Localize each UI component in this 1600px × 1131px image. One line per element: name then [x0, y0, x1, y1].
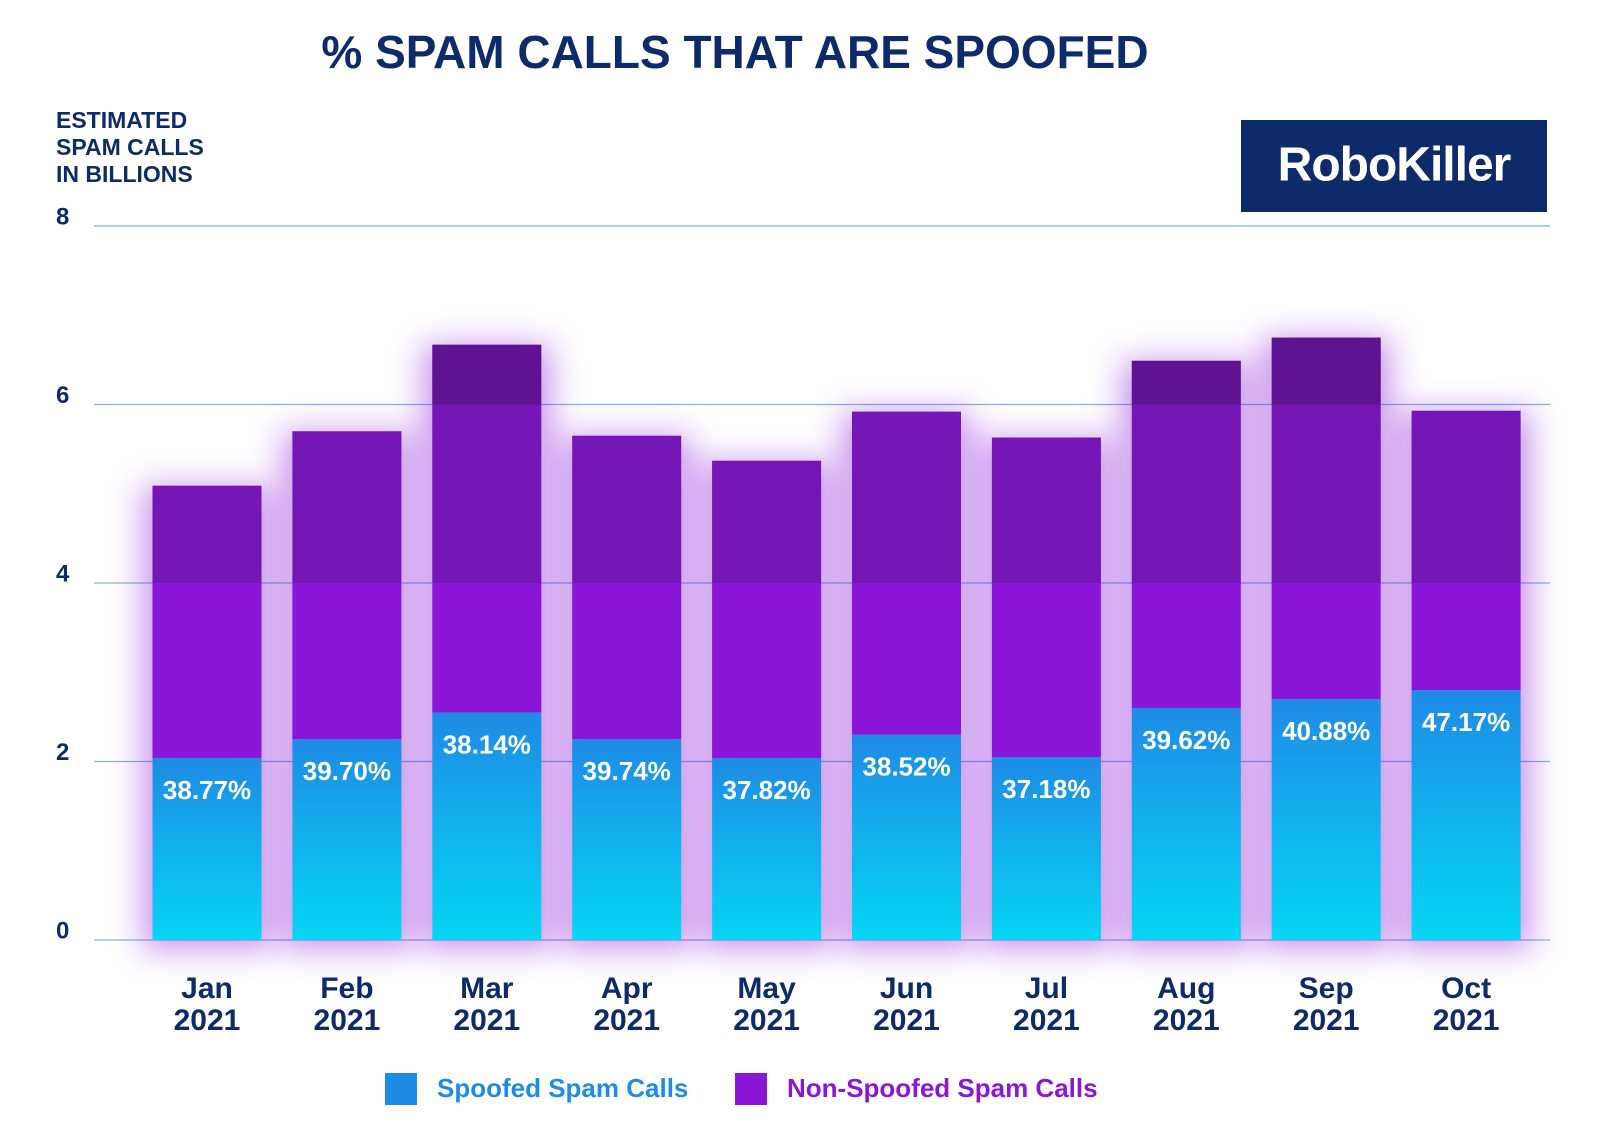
- y-tick-label: 6: [56, 382, 69, 409]
- x-tick-label: Jan 2021: [173, 972, 241, 1037]
- legend-swatch: [385, 1073, 417, 1105]
- bar-shade: [572, 435, 682, 583]
- value-label: 47.17%: [1422, 707, 1510, 737]
- y-tick-label: 4: [56, 560, 70, 587]
- value-label: 40.88%: [1282, 716, 1370, 746]
- y-axis-title: SPAM CALLS: [56, 134, 204, 160]
- x-tick-label: Oct 2021: [1432, 972, 1500, 1037]
- legend-swatch: [735, 1073, 767, 1105]
- bar-shade: [1131, 360, 1241, 405]
- bar-shade: [292, 431, 402, 583]
- bar-segment: [152, 757, 262, 940]
- value-label: 37.18%: [1002, 774, 1090, 804]
- chart-title: % SPAM CALLS THAT ARE SPOOFED: [321, 26, 1148, 78]
- x-tick-label: Aug 2021: [1152, 972, 1220, 1037]
- bar-shade: [712, 460, 822, 583]
- legend-label: Spoofed Spam Calls: [437, 1073, 688, 1103]
- y-tick-label: 0: [56, 917, 69, 944]
- value-label: 38.77%: [163, 775, 251, 805]
- bar-segment: [1411, 690, 1521, 940]
- value-label: 38.52%: [862, 752, 950, 782]
- value-label: 38.14%: [443, 729, 531, 759]
- bar-shade: [432, 344, 542, 583]
- x-tick-label: Sep 2021: [1292, 972, 1360, 1037]
- bar-shade: [1271, 337, 1381, 405]
- y-axis-title: IN BILLIONS: [56, 161, 193, 187]
- value-label: 39.74%: [583, 756, 671, 786]
- bar-segment: [1131, 360, 1241, 708]
- bar-segment: [1271, 337, 1381, 700]
- bar-shade: [991, 437, 1101, 583]
- y-axis-title: ESTIMATED: [56, 107, 187, 133]
- bar-segment: [1411, 410, 1521, 691]
- bar-segment: [991, 437, 1101, 758]
- bar-segment: [852, 411, 961, 735]
- bar-segment: [292, 739, 402, 940]
- bar-shade: [1271, 337, 1381, 583]
- bar-shade: [1411, 410, 1521, 583]
- x-tick-label: Feb 2021: [313, 972, 381, 1037]
- bar-segment: [991, 757, 1101, 940]
- value-label: 39.62%: [1142, 725, 1230, 755]
- logo: RoboKiller: [1278, 139, 1511, 192]
- x-tick-label: Jun 2021: [873, 972, 940, 1037]
- bar-segment: [1271, 699, 1381, 940]
- logo-box: [1241, 120, 1547, 212]
- bar-shade: [1131, 360, 1241, 583]
- bar-segment: [292, 431, 402, 740]
- bar-segment: [852, 734, 961, 940]
- x-tick-label: Jul 2021: [1013, 972, 1080, 1037]
- y-tick-label: 2: [56, 739, 69, 766]
- x-tick-label: May 2021: [733, 972, 800, 1037]
- bar-segment: [712, 460, 822, 758]
- bar-segment: [712, 757, 822, 940]
- bar-segment: [432, 344, 542, 713]
- y-tick-label: 8: [56, 203, 69, 230]
- x-tick-label: Apr 2021: [593, 972, 661, 1037]
- bar-segment: [1131, 707, 1241, 940]
- legend-label: Non-Spoofed Spam Calls: [787, 1073, 1098, 1103]
- x-tick-label: Mar 2021: [453, 972, 521, 1037]
- bar-segment: [152, 485, 262, 758]
- bar-shade: [432, 344, 542, 405]
- value-label: 39.70%: [303, 756, 391, 786]
- bar-segment: [432, 712, 542, 940]
- value-label: 37.82%: [723, 775, 811, 805]
- bar-segment: [572, 435, 682, 740]
- bar-shade: [152, 485, 262, 583]
- bar-shade: [852, 411, 961, 583]
- bar-segment: [572, 739, 682, 940]
